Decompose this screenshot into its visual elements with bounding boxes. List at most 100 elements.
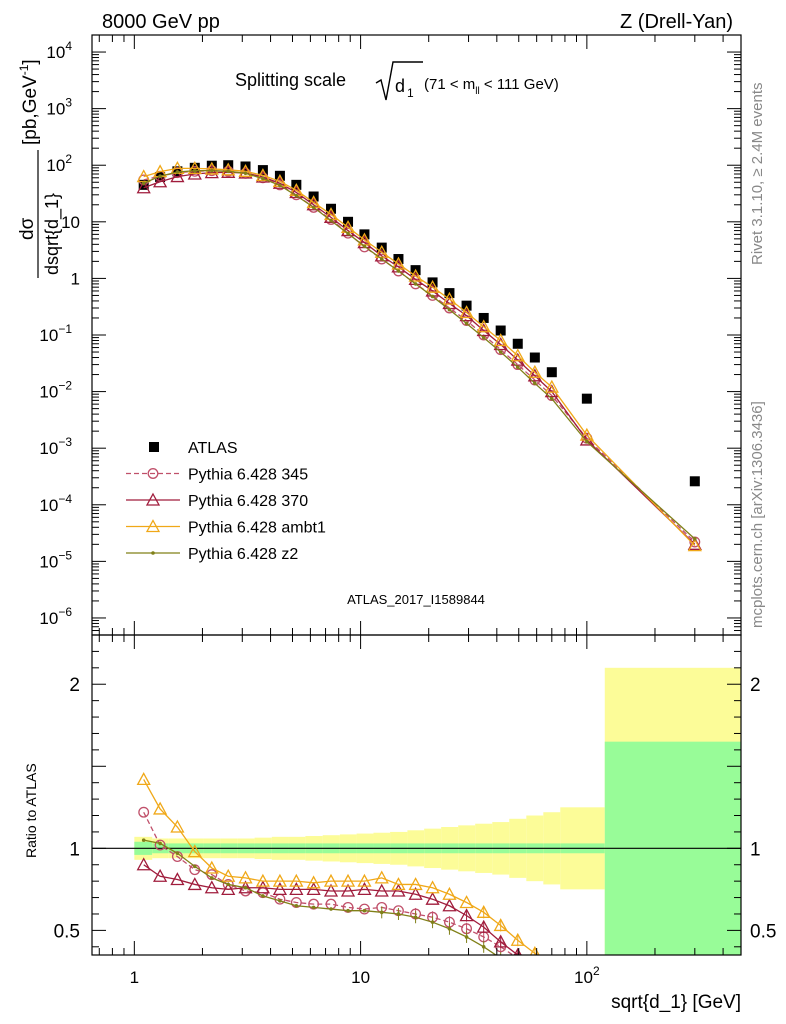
ratio-point (340, 883, 356, 897)
y-tick-label: 10−2 (39, 379, 72, 402)
ratio-point (323, 873, 339, 887)
main-point (478, 312, 489, 323)
legend-label: Pythia 6.428 z2 (188, 546, 298, 563)
legend-marker (147, 468, 159, 479)
main-point (391, 256, 406, 270)
main-point (376, 242, 387, 253)
legend-label: Pythia 6.428 ambt1 (188, 520, 326, 537)
y-label-unit: [pb,GeV-1] (17, 59, 41, 145)
ratio-point (175, 851, 180, 856)
y-tick-label-ratio: 0.5 (54, 921, 80, 942)
ratio-point (529, 946, 540, 955)
y-tick-label: 104 (46, 39, 72, 62)
main-point (153, 174, 168, 188)
ratio-point (413, 915, 418, 920)
ratio-point (391, 877, 406, 891)
main-point (204, 165, 219, 179)
legend: ATLAS Pythia 6.428 345 Pythia 6.428 370 Pyt… (126, 440, 326, 563)
main-point (136, 180, 151, 194)
ratio-point (442, 886, 457, 900)
ratio-point (476, 919, 491, 933)
main-point (476, 323, 491, 337)
ratio-point (255, 873, 270, 887)
ratio-point (408, 877, 423, 891)
ratio-point (311, 905, 316, 910)
ratio-point (447, 926, 452, 931)
main-point (141, 181, 146, 186)
ratio-point (425, 891, 440, 905)
ratio-series (136, 772, 558, 986)
ratio-point (153, 868, 168, 882)
ratio-point (187, 877, 202, 891)
ratio-point (546, 974, 558, 985)
ratio-point (533, 978, 537, 982)
x-label: sqrt{d_1} [GeV] (611, 992, 741, 1013)
ratio-point (493, 934, 508, 948)
ratio-point (459, 895, 474, 909)
y-label-main: dσ dsqrt{d_1} [pb,GeV-1] (17, 59, 63, 278)
ratio-point (187, 844, 202, 858)
legend-label: Pythia 6.428 370 (188, 493, 308, 510)
main-point (346, 231, 350, 236)
ratio-point (136, 772, 151, 786)
ratio-point (306, 875, 321, 889)
main-point (464, 321, 469, 326)
ratio-point (357, 882, 372, 896)
plot-title-symbol-sub: 1 (407, 86, 414, 100)
ratio-point (272, 882, 288, 896)
ratio-point (546, 957, 558, 968)
ratio-point (340, 873, 356, 887)
legend-marker (151, 551, 155, 555)
main-point (442, 291, 457, 305)
ratio-point (289, 873, 304, 887)
ratio-point (547, 976, 557, 986)
main-point (261, 176, 265, 181)
ratio-point (289, 882, 304, 896)
x-tick-label: 1 (130, 968, 139, 987)
ratio-point (138, 806, 150, 818)
main-point (459, 305, 474, 319)
ratio-point (226, 882, 231, 887)
ratio-point (530, 967, 540, 977)
legend-marker (145, 492, 161, 506)
ratio-point (204, 880, 219, 894)
y-tick-label: 10−1 (39, 322, 72, 345)
ratio-point (136, 857, 151, 871)
main-point (498, 350, 503, 354)
y-label-den: dsqrt{d_1} (42, 193, 63, 275)
ratio-point (442, 898, 457, 912)
ratio-point (210, 876, 214, 880)
main-point (579, 432, 594, 446)
header-right: Z (Drell-Yan) (620, 11, 733, 33)
main-point (581, 393, 592, 404)
ratio-point (323, 883, 339, 897)
header-left: 8000 GeV pp (102, 11, 220, 33)
main-point (329, 218, 333, 223)
y-tick-label: 1 (71, 269, 80, 288)
main-point (510, 348, 525, 362)
ratio-point (294, 903, 299, 908)
y-tick-label-ratio: 2 (69, 675, 80, 696)
y-label-ratio: Ratio to ATLAS (23, 763, 39, 858)
y-tick-label: 10−6 (39, 605, 72, 628)
main-point (550, 396, 554, 401)
ratio-point (459, 908, 474, 922)
sqrt-sign (375, 61, 423, 101)
ratio-point (529, 962, 541, 973)
ratio-point (221, 868, 236, 882)
ratio-point (362, 908, 367, 913)
main-point (546, 367, 557, 378)
ratio-point (154, 839, 166, 851)
main-point (158, 174, 162, 178)
axes: 1 10 102 10−6 10−5 10−4 10−3 10−2 10−1 1 10 102 103 1… (39, 34, 776, 987)
ratio-point (278, 899, 282, 903)
plot-title-cut: (71 < mll < 111 GeV) (424, 76, 559, 97)
ratio-point (391, 883, 406, 897)
y-tick-label: 10−5 (39, 548, 72, 571)
legend-label: Pythia 6.428 345 (188, 467, 308, 484)
ratio-point (272, 873, 288, 887)
ratio-point (379, 910, 384, 915)
ratio-line-1 (143, 864, 519, 955)
main-point (255, 168, 270, 182)
